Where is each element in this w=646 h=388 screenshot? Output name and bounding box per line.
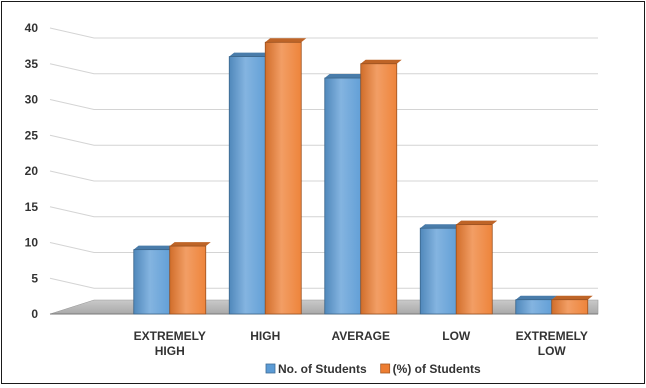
legend: No. of Students (%) of Students bbox=[265, 362, 481, 376]
gridline bbox=[49, 99, 598, 110]
bar-top bbox=[420, 224, 462, 229]
gridline bbox=[49, 63, 598, 75]
bar bbox=[264, 38, 307, 315]
gridline bbox=[49, 277, 598, 289]
bar-front bbox=[133, 249, 171, 315]
bar bbox=[133, 245, 175, 315]
bars bbox=[133, 38, 593, 315]
bar bbox=[419, 224, 462, 315]
legend-label: No. of Students bbox=[278, 362, 367, 376]
bar bbox=[169, 242, 211, 315]
gridline bbox=[49, 242, 598, 253]
x-tick-label: HIGH bbox=[250, 329, 280, 343]
gridline bbox=[49, 170, 598, 182]
bar bbox=[228, 52, 271, 315]
y-tick-label: 30 bbox=[25, 93, 39, 107]
x-tick-label: AVERAGE bbox=[332, 329, 390, 343]
bar-front bbox=[228, 56, 266, 315]
bar-top bbox=[133, 245, 175, 250]
bar-top bbox=[551, 295, 593, 300]
y-tick-label: 0 bbox=[31, 307, 38, 321]
bar-front bbox=[264, 41, 302, 315]
y-tick-label: 15 bbox=[25, 200, 39, 214]
gridline bbox=[49, 134, 598, 146]
legend-swatch bbox=[265, 363, 276, 374]
bar-chart: 0 5 10 15 20 25 30 35 40 EXTREMELY HIGH HIGH AVERAGE… bbox=[25, 21, 599, 376]
bar-top bbox=[265, 38, 307, 43]
bar-front bbox=[515, 299, 553, 315]
bar-front bbox=[360, 63, 398, 315]
gridlines bbox=[49, 27, 598, 289]
bar-front bbox=[455, 224, 493, 315]
y-tick-label: 40 bbox=[25, 21, 39, 35]
bar-front bbox=[169, 245, 207, 315]
bar bbox=[455, 220, 498, 315]
x-tick-label: LOW bbox=[442, 329, 471, 343]
y-tick-label: 5 bbox=[31, 271, 38, 285]
gridline bbox=[49, 27, 598, 39]
bar-top bbox=[456, 220, 498, 225]
x-tick-label: EXTREMELY LOW bbox=[516, 329, 588, 358]
bar bbox=[515, 295, 557, 315]
bar-front bbox=[551, 299, 589, 315]
bar bbox=[324, 74, 366, 315]
bar-top bbox=[515, 295, 557, 300]
y-tick-label: 25 bbox=[25, 128, 39, 142]
y-tick-label: 35 bbox=[25, 57, 39, 71]
bar bbox=[551, 295, 593, 315]
legend-swatch bbox=[380, 363, 391, 374]
gridline bbox=[49, 206, 598, 218]
bar-front bbox=[419, 227, 457, 315]
y-tick-label: 10 bbox=[25, 236, 39, 250]
bar-top bbox=[360, 59, 402, 64]
bar-front bbox=[324, 77, 362, 315]
bar-top bbox=[229, 52, 271, 57]
y-tick-label: 20 bbox=[25, 164, 39, 178]
legend-label: (%) of Students bbox=[393, 362, 481, 376]
x-tick-label: EXTREMELY HIGH bbox=[134, 329, 206, 358]
bar bbox=[360, 59, 402, 315]
y-axis-ticks: 0 5 10 15 20 25 30 35 40 bbox=[25, 21, 39, 321]
bar-top bbox=[169, 242, 211, 247]
bar-top bbox=[324, 74, 366, 79]
